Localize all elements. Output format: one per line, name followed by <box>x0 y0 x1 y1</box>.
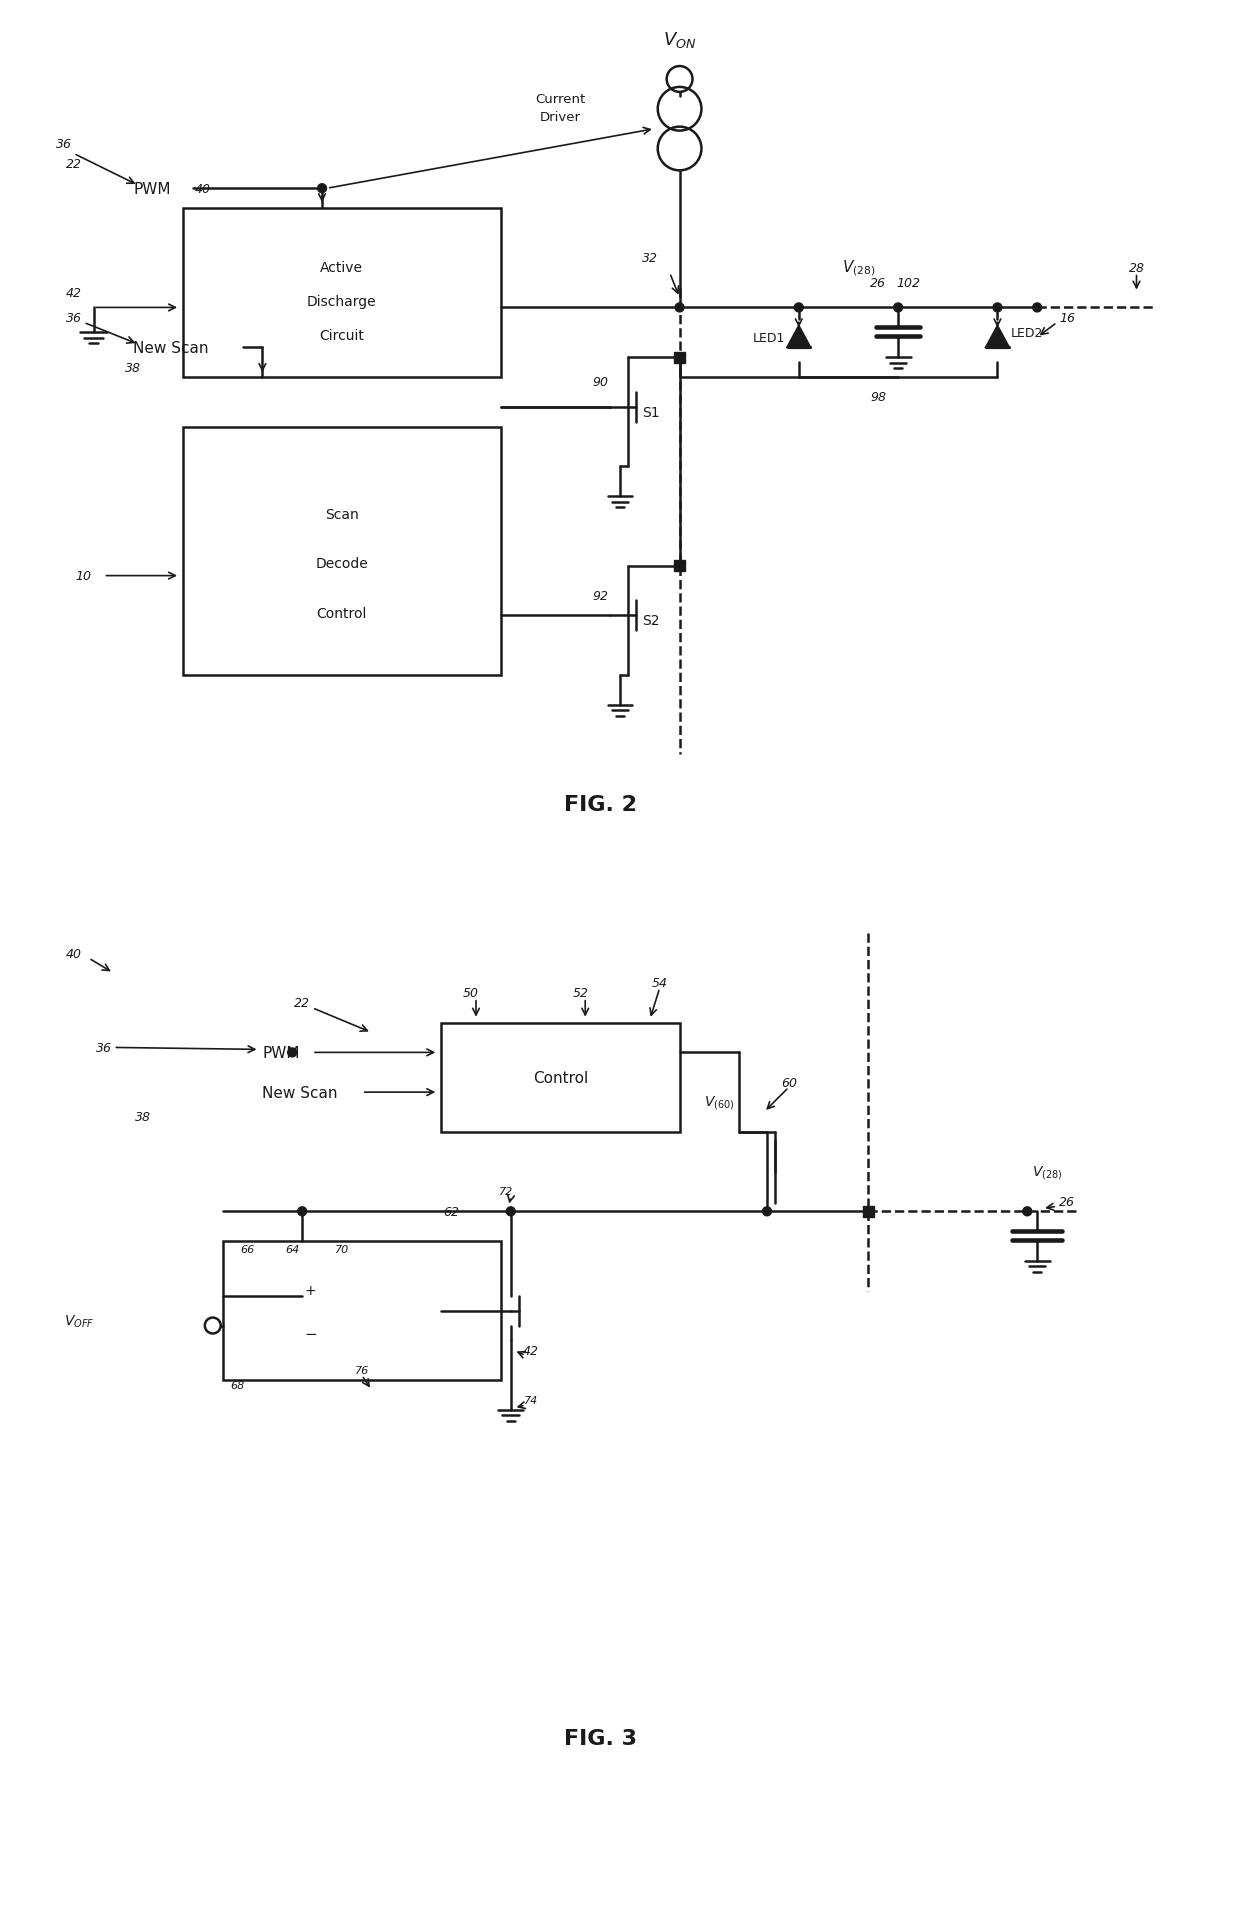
Text: 26: 26 <box>1059 1196 1075 1208</box>
Text: Control: Control <box>533 1071 588 1085</box>
Text: New Scan: New Scan <box>263 1085 339 1100</box>
Text: Active: Active <box>320 262 363 275</box>
Text: 102: 102 <box>897 277 920 290</box>
Text: Circuit: Circuit <box>320 329 365 342</box>
Text: 64: 64 <box>285 1244 299 1254</box>
Text: 22: 22 <box>66 158 82 171</box>
Circle shape <box>506 1208 515 1215</box>
Text: Decode: Decode <box>315 558 368 571</box>
Text: 40: 40 <box>195 183 211 196</box>
Circle shape <box>317 185 326 194</box>
Circle shape <box>795 304 804 313</box>
Text: 72: 72 <box>498 1186 513 1196</box>
Text: 42: 42 <box>522 1344 538 1358</box>
Text: 68: 68 <box>231 1381 244 1390</box>
Text: PWM: PWM <box>133 181 171 196</box>
Text: 90: 90 <box>593 377 608 388</box>
Text: 28: 28 <box>1128 262 1145 275</box>
Bar <box>184 210 501 377</box>
Text: 10: 10 <box>76 569 92 583</box>
Text: 54: 54 <box>652 977 667 990</box>
Text: Driver: Driver <box>539 112 580 125</box>
Circle shape <box>993 304 1002 313</box>
Text: 50: 50 <box>463 986 479 1000</box>
Text: Scan: Scan <box>325 508 358 521</box>
Text: $-$: $-$ <box>304 1325 316 1338</box>
Circle shape <box>763 1208 771 1215</box>
Circle shape <box>288 1048 296 1058</box>
Text: 66: 66 <box>241 1244 254 1254</box>
Text: 76: 76 <box>355 1365 368 1375</box>
Text: 22: 22 <box>294 996 310 1010</box>
Circle shape <box>1023 1208 1032 1215</box>
Text: Control: Control <box>316 606 367 621</box>
Text: LED1: LED1 <box>753 331 785 344</box>
Circle shape <box>298 1208 306 1215</box>
Text: $V_{OFF}$: $V_{OFF}$ <box>63 1313 94 1329</box>
Text: 42: 42 <box>66 287 82 300</box>
Text: 62: 62 <box>443 1206 459 1217</box>
Circle shape <box>675 304 684 313</box>
Text: 92: 92 <box>593 590 608 602</box>
Text: 26: 26 <box>870 277 887 290</box>
Polygon shape <box>303 1256 441 1367</box>
Text: 36: 36 <box>95 1042 112 1054</box>
Text: 32: 32 <box>642 252 657 265</box>
Text: $V_{ON}$: $V_{ON}$ <box>663 31 697 50</box>
Text: 16: 16 <box>1059 312 1075 325</box>
Bar <box>675 562 684 571</box>
Bar <box>863 1206 874 1217</box>
Text: S1: S1 <box>642 406 660 419</box>
Polygon shape <box>986 327 1008 348</box>
Bar <box>223 1242 501 1381</box>
Text: S2: S2 <box>642 613 660 629</box>
Text: 36: 36 <box>56 138 72 150</box>
Text: 38: 38 <box>125 362 141 375</box>
Polygon shape <box>787 327 810 348</box>
Bar <box>441 1023 680 1133</box>
Text: Discharge: Discharge <box>308 294 377 310</box>
Text: FIG. 3: FIG. 3 <box>564 1729 636 1748</box>
Text: $V_{(60)}$: $V_{(60)}$ <box>704 1094 734 1111</box>
Bar <box>675 352 684 363</box>
Text: 40: 40 <box>66 946 82 960</box>
Text: 74: 74 <box>523 1396 538 1406</box>
Text: 60: 60 <box>781 1077 797 1088</box>
Text: 36: 36 <box>66 312 82 325</box>
Text: LED2: LED2 <box>1011 327 1043 340</box>
Text: PWM: PWM <box>263 1046 300 1060</box>
Text: 52: 52 <box>573 986 588 1000</box>
Text: 38: 38 <box>135 1111 151 1123</box>
Text: Current: Current <box>536 94 585 106</box>
Text: +: + <box>304 1283 316 1298</box>
Text: New Scan: New Scan <box>133 340 208 356</box>
Text: $V_{(28)}$: $V_{(28)}$ <box>842 260 875 279</box>
Circle shape <box>1033 304 1042 313</box>
Text: $V_{(28)}$: $V_{(28)}$ <box>1032 1163 1063 1181</box>
Circle shape <box>894 304 903 313</box>
Text: 70: 70 <box>335 1244 348 1254</box>
Text: FIG. 2: FIG. 2 <box>564 794 636 815</box>
Text: 98: 98 <box>870 390 887 404</box>
Bar <box>184 427 501 675</box>
